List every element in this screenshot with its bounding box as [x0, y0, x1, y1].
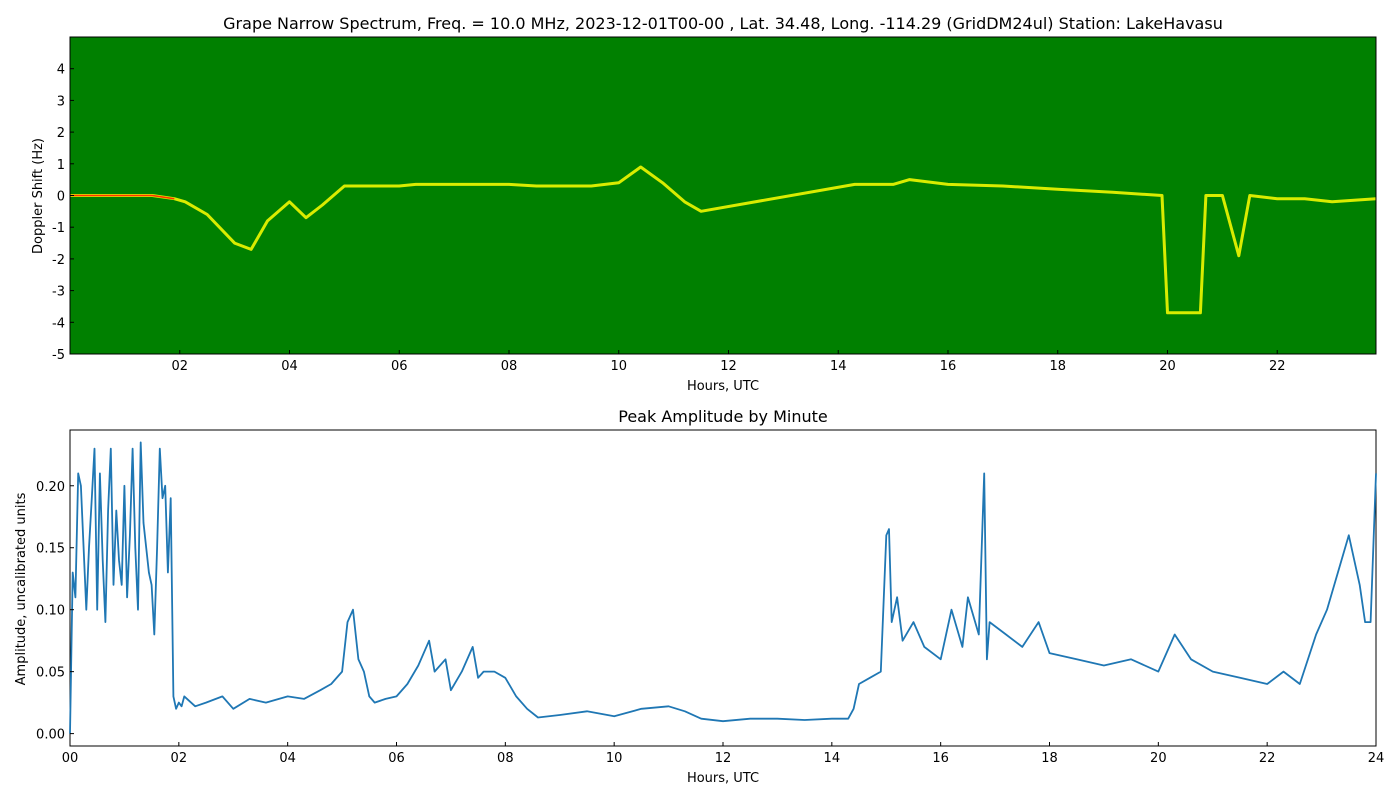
- spectrum-x-label: Hours, UTC: [687, 379, 759, 394]
- amplitude-x-tick-label: 22: [1259, 751, 1276, 766]
- amplitude-plot: 00 02 04 06 08 10 12 14 16 18 20 22 24 0.00 0.05 0.10 0.…: [36, 429, 1385, 766]
- spectrum-x-tick-label: 06: [391, 359, 408, 374]
- amplitude-y-tick-label: 0.05: [36, 666, 65, 681]
- amplitude-y-tick-label: 0.20: [36, 480, 65, 495]
- amplitude-x-tick-label: 08: [497, 751, 514, 766]
- spectrum-y-tick-label: 0: [57, 190, 65, 205]
- spectrum-y-tick-label: 2: [57, 126, 65, 141]
- amplitude-x-tick-label: 18: [1041, 751, 1058, 766]
- amplitude-x-tick-label: 12: [715, 751, 732, 766]
- spectrum-x-tick-label: 20: [1159, 359, 1176, 374]
- spectrum-background: [70, 37, 1376, 354]
- spectrum-x-tick-label: 04: [281, 359, 298, 374]
- doppler-peak-trace: [70, 194, 175, 200]
- amplitude-x-label: Hours, UTC: [687, 771, 759, 786]
- amplitude-x-tick-label: 16: [932, 751, 949, 766]
- spectrum-y-label: Doppler Shift (Hz): [31, 138, 46, 254]
- spectrum-title: Grape Narrow Spectrum, Freq. = 10.0 MHz,…: [223, 14, 1223, 33]
- amplitude-x-tick-label: 24: [1368, 751, 1385, 766]
- spectrum-x-tick-label: 16: [940, 359, 957, 374]
- amplitude-frame: [69, 429, 1377, 747]
- doppler-trace: [70, 165, 1377, 315]
- amplitude-x-tick-label: 04: [279, 751, 296, 766]
- amplitude-y-tick-label: 0.10: [36, 604, 65, 619]
- spectrum-y-tick-label: -3: [52, 285, 65, 300]
- spectrum-y-tick-label: -4: [52, 316, 65, 331]
- spectrum-y-tick-label: 4: [57, 63, 65, 78]
- amplitude-x-tick-label: 10: [606, 751, 623, 766]
- amplitude-series-line: [69, 441, 1377, 734]
- amplitude-y-tick-label: 0.00: [36, 728, 65, 743]
- spectrum-x-tick-label: 10: [610, 359, 627, 374]
- amplitude-title: Peak Amplitude by Minute: [618, 407, 828, 426]
- spectrum-x-tick-label: 14: [830, 359, 847, 374]
- amplitude-x-tick-label: 14: [824, 751, 841, 766]
- amplitude-x-tick-label: 06: [388, 751, 405, 766]
- spectrum-y-tick-label: -5: [52, 348, 65, 363]
- spectrum-x-tick-label: 12: [720, 359, 737, 374]
- amplitude-y-tick-label: 0.15: [36, 542, 65, 557]
- spectrum-x-tick-label: 02: [171, 359, 188, 374]
- amplitude-y-label: Amplitude, uncalibrated units: [14, 492, 29, 685]
- spectrum-y-tick-label: 3: [57, 94, 65, 109]
- spectrum-x-tick-label: 18: [1049, 359, 1066, 374]
- amplitude-x-tick-label: 02: [171, 751, 188, 766]
- spectrum-y-tick-label: -2: [52, 253, 65, 268]
- amplitude-x-tick-label: 00: [62, 751, 79, 766]
- spectrum-y-tick-label: 1: [57, 158, 65, 173]
- spectrum-x-tick-label: 08: [501, 359, 518, 374]
- spectrum-y-tick-label: -1: [52, 221, 65, 236]
- amplitude-x-tick-label: 20: [1150, 751, 1167, 766]
- spectrum-x-tick-label: 22: [1269, 359, 1286, 374]
